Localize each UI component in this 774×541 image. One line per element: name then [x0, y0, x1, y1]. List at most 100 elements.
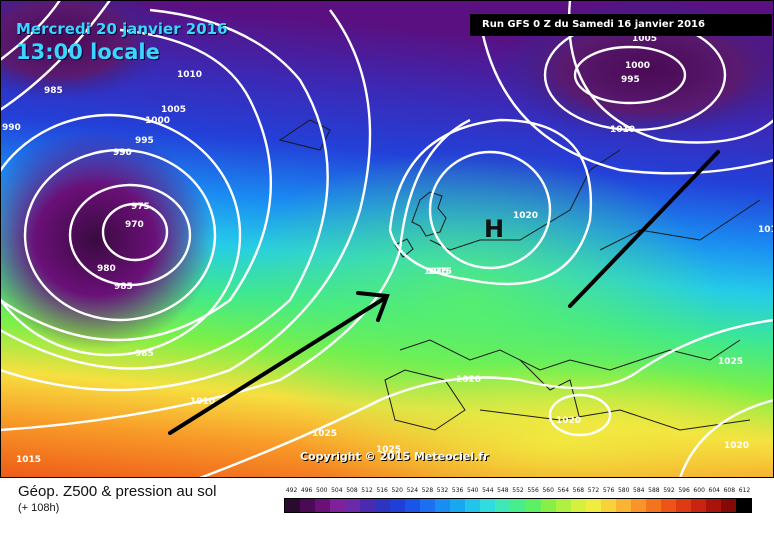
isobar-label: 980: [97, 264, 116, 274]
isobar-label: 970: [125, 220, 144, 230]
low-northwest-field: [0, 0, 170, 100]
color-swatch: [675, 499, 691, 512]
scale-value-label: 576: [602, 487, 615, 494]
scale-value-label: 544: [482, 487, 494, 494]
scale-value-label: 556: [527, 487, 539, 494]
scale-value-label: 524: [406, 487, 419, 494]
isobar-label: 1010: [610, 125, 635, 135]
isobar-label: 985: [44, 86, 63, 96]
color-swatch: [555, 499, 571, 512]
weather-map: 990 985 990 1010 1005 1000 995 990 975 9…: [0, 0, 774, 478]
isobar-label: 1015: [427, 267, 452, 277]
scale-value-label: 508: [346, 487, 358, 494]
scale-value-label: 572: [587, 487, 600, 494]
flow-arrows: [168, 150, 720, 435]
color-swatch: [345, 499, 361, 512]
color-swatch: [570, 499, 586, 512]
isobar-label: 975: [131, 202, 150, 212]
isobar-label: 1015: [424, 267, 449, 277]
isobar-label: 1000: [145, 116, 170, 126]
scale-value-label: 600: [693, 487, 705, 494]
isobar-label: 990: [113, 148, 132, 158]
legend-title: Géop. Z500 & pression au sol: [18, 483, 217, 500]
scale-value-label: 564: [557, 487, 570, 494]
isobar-label: 1010: [177, 70, 202, 80]
scale-value-label: 580: [617, 487, 630, 494]
scale-value-label: 548: [497, 487, 509, 494]
isobars: [0, 0, 774, 478]
scale-value-label: 588: [648, 487, 660, 494]
isobar-label: 1025: [376, 445, 401, 455]
forecast-time: 13:00 locale: [16, 40, 160, 64]
color-scale-labels: 492 496 500 504 508 512 516 520 524 528 532 536 540 5…: [284, 487, 752, 497]
scale-value-label: 612: [738, 487, 751, 494]
color-swatch: [600, 499, 616, 512]
scale-value-label: 528: [421, 487, 434, 494]
scale-value-label: 592: [663, 487, 675, 494]
isobar-label: 995: [135, 136, 154, 146]
scale-value-label: 492: [285, 487, 298, 494]
scale-value-label: 512: [361, 487, 373, 494]
color-swatch: [630, 499, 646, 512]
isobar-label: 990: [113, 148, 132, 158]
isobar-label: 1015: [16, 455, 41, 465]
color-swatch: [375, 499, 391, 512]
isobar-label: 1005: [161, 105, 186, 115]
color-swatch: [690, 499, 706, 512]
scale-value-label: 540: [466, 487, 479, 494]
scale-value-label: 500: [316, 487, 328, 494]
scale-value-label: 568: [572, 487, 585, 494]
color-swatch: [450, 499, 466, 512]
color-swatch: [510, 499, 526, 512]
color-swatch: [420, 499, 436, 512]
isobar-label: 1020: [556, 416, 581, 426]
color-swatch: [315, 499, 331, 512]
color-swatch: [480, 499, 496, 512]
color-swatch: [540, 499, 556, 512]
isobar-label: 1025: [718, 357, 743, 367]
color-swatch: [465, 499, 481, 512]
scale-value-label: 520: [391, 487, 403, 494]
model-run-label: Run GFS 0 Z du Samedi 16 janvier 2016: [470, 14, 772, 36]
color-swatch: [405, 499, 421, 512]
scale-value-label: 532: [436, 487, 449, 494]
color-swatch: [735, 499, 751, 512]
isobar-label: 1005: [632, 34, 657, 44]
copyright-notice: Copyright © 2015 Meteociel.fr: [300, 450, 489, 463]
isobar-label: 1025: [312, 429, 337, 439]
color-swatch: [525, 499, 541, 512]
scale-value-label: 604: [708, 487, 720, 494]
isobar-labels: 990 985 990 1010 1005 1000 995 990 975 9…: [2, 34, 774, 465]
color-scale-bar: [284, 498, 752, 513]
scale-value-label: 496: [300, 487, 313, 494]
color-swatch: [330, 499, 346, 512]
isobar-label: 1020: [724, 441, 749, 451]
scale-value-label: 504: [331, 487, 343, 494]
scale-value-label: 516: [376, 487, 388, 494]
scale-value-label: 552: [512, 487, 524, 494]
isobar-label: 1010: [758, 225, 774, 235]
color-swatch: [360, 499, 376, 512]
scale-value-label: 536: [451, 487, 464, 494]
scale-value-label: 596: [678, 487, 690, 494]
color-swatch: [300, 499, 316, 512]
color-swatch: [660, 499, 676, 512]
scale-value-label: 584: [633, 487, 645, 494]
isobar-label: 1010: [190, 397, 215, 407]
isobar-label: 1000: [625, 61, 650, 71]
isobar-label: 1020: [456, 375, 481, 385]
color-swatch: [390, 499, 406, 512]
isobar-label: 995: [621, 75, 640, 85]
color-swatch: [645, 499, 661, 512]
color-swatch: [585, 499, 601, 512]
legend-subtitle: (+ 108h): [18, 502, 60, 514]
legend-panel: Géop. Z500 & pression au sol (+ 108h) 49…: [0, 478, 774, 541]
color-swatch: [435, 499, 451, 512]
southwest-flow-arrowhead: [356, 291, 390, 322]
southwest-flow-arrow: [168, 296, 387, 435]
color-swatch: [720, 499, 736, 512]
scale-value-label: 560: [542, 487, 554, 494]
color-swatch: [705, 499, 721, 512]
coastlines: [278, 119, 761, 431]
color-swatch: [285, 499, 301, 512]
